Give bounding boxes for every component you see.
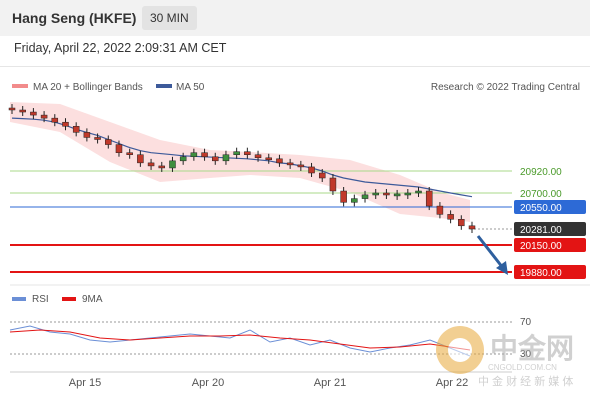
x-tick-0: Apr 15 xyxy=(69,377,101,389)
instrument-title: Hang Seng (HKFE) xyxy=(12,10,137,26)
candle-body xyxy=(244,151,251,155)
level-tag-4 xyxy=(514,238,586,252)
candle-body xyxy=(297,164,305,168)
level-label-1: 20700.00 xyxy=(520,189,562,200)
level-label-4: 20150.00 xyxy=(520,241,562,252)
candle-body xyxy=(254,154,262,159)
rsi-legend-label: RSI xyxy=(32,294,49,305)
level-tag-3 xyxy=(514,222,586,236)
rsi-ma-legend-swatch xyxy=(62,297,76,301)
rsi-legend-swatch xyxy=(12,297,26,301)
candle-body xyxy=(351,198,358,203)
level-label-3: 20281.00 xyxy=(520,225,562,236)
bollinger-band xyxy=(10,102,470,222)
candle-body xyxy=(468,225,476,230)
x-tick-3: Apr 22 xyxy=(436,377,468,389)
candle-body xyxy=(308,166,315,174)
projection-arrow xyxy=(476,235,505,269)
rsi-30-label: 30 xyxy=(520,349,532,360)
candle-body xyxy=(8,107,16,111)
candle-body xyxy=(233,151,240,155)
chart-header: Hang Seng (HKFE) 30 MIN xyxy=(0,0,590,36)
candle-body xyxy=(447,214,454,220)
candle-body xyxy=(276,158,283,164)
candle-body xyxy=(40,114,48,119)
rsi-ma-legend-label: 9MA xyxy=(82,294,103,305)
credit-label: Research © 2022 Trading Central xyxy=(431,82,580,93)
x-tick-1: Apr 20 xyxy=(192,377,224,389)
candle-body xyxy=(30,111,37,116)
price-candles xyxy=(8,104,476,233)
candle-body xyxy=(201,152,208,158)
timestamp: Friday, April 22, 2022 2:09:31 AM CET xyxy=(14,41,227,55)
ma50-legend-label: MA 50 xyxy=(176,82,205,93)
bb-legend-label: MA 20 + Bollinger Bands xyxy=(33,82,143,93)
candle-body xyxy=(105,139,112,145)
candle-body xyxy=(393,193,401,197)
ma50-legend-swatch xyxy=(156,84,172,88)
candle-body xyxy=(286,162,294,166)
candle-body xyxy=(383,192,390,196)
candle-body xyxy=(158,165,166,169)
watermark-domain: CNGOLD.COM.CN xyxy=(488,363,557,372)
watermark-logo-inner xyxy=(448,338,472,362)
candle-body xyxy=(458,219,465,227)
candle-body xyxy=(83,132,91,138)
bb-legend-swatch xyxy=(12,84,28,88)
candle-body xyxy=(425,190,433,207)
rsi-ma-line xyxy=(9,329,471,351)
candle-body xyxy=(436,205,444,215)
x-tick-2: Apr 21 xyxy=(314,377,346,389)
candle-body xyxy=(372,192,379,196)
candle-body xyxy=(222,154,230,162)
candle-body xyxy=(329,177,337,192)
candle-body xyxy=(179,156,187,162)
candle-body xyxy=(19,109,26,113)
candle-body xyxy=(94,137,101,140)
candle-body xyxy=(126,152,133,155)
candle-body xyxy=(51,117,59,123)
watermark: 中金网 CNGOLD.COM.CN 中 金 财 经 新 媒 体 xyxy=(436,326,574,388)
candle-body xyxy=(212,156,219,162)
projection-arrowhead xyxy=(496,261,508,275)
level-tag-5 xyxy=(514,265,586,279)
watermark-name: 中金网 xyxy=(490,332,574,364)
timeframe-badge[interactable]: 30 MIN xyxy=(142,6,197,30)
candle-body xyxy=(72,126,80,133)
divider xyxy=(0,66,590,67)
level-label-5: 19880.00 xyxy=(520,268,562,279)
candle-body xyxy=(415,190,422,194)
rsi-70-label: 70 xyxy=(520,317,532,328)
candle-body xyxy=(169,160,176,169)
watermark-tagline: 中 金 财 经 新 媒 体 xyxy=(478,374,573,388)
rsi-line xyxy=(9,325,471,357)
level-label-2: 20550.00 xyxy=(520,203,562,214)
candle-body xyxy=(340,190,347,203)
candle-body xyxy=(137,154,144,164)
candle-body xyxy=(147,162,155,167)
candle-body xyxy=(361,194,369,199)
candle-body xyxy=(404,192,412,196)
candle-body xyxy=(62,121,69,127)
candle-body xyxy=(115,144,123,153)
candle-body xyxy=(318,172,326,179)
level-label-0: 20920.00 xyxy=(520,167,562,178)
candle-body xyxy=(190,152,198,158)
candle-body xyxy=(265,157,272,161)
level-tag-2 xyxy=(514,200,586,214)
